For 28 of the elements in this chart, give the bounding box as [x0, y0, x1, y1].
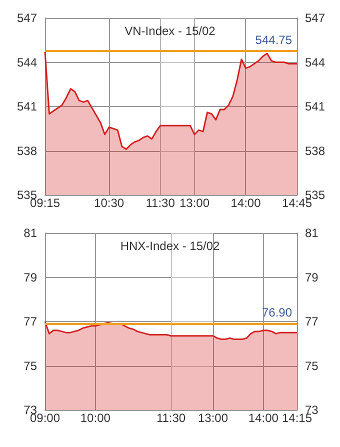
x-tick-label: 13:00	[198, 411, 228, 425]
x-tick-label: 10:00	[80, 411, 111, 425]
y-tick-label: 75	[24, 358, 38, 373]
x-tick-label: 11:30	[146, 196, 176, 210]
text: HNX-Index - 15/02	[120, 239, 220, 253]
y2-tick-label: 547	[305, 11, 326, 25]
y-tick-label: 544	[16, 55, 38, 70]
ref-line-label: 544.75	[255, 33, 292, 48]
y2-tick-label: 541	[305, 100, 326, 114]
ref-line-label: 76.90	[262, 306, 292, 320]
y2-tick-label: 77	[305, 314, 319, 328]
y2-tick-label: 81	[305, 226, 319, 240]
y-tick-label: 547	[16, 11, 38, 25]
text: VN-Index - 15/02	[124, 24, 216, 38]
y-tick-label: 541	[16, 100, 38, 114]
y2-tick-label: 544	[305, 55, 326, 70]
y2-tick-label: 75	[305, 358, 319, 373]
y-tick-label: 77	[24, 314, 38, 328]
y2-tick-label: 79	[305, 270, 319, 284]
x-tick-label: 14:00	[230, 196, 262, 210]
y-tick-label: 538	[16, 144, 38, 158]
y2-tick-label: 538	[305, 144, 326, 158]
y-tick-label: 81	[24, 226, 38, 240]
x-tick-label: 10:30	[94, 196, 124, 210]
y-tick-label: 79	[24, 270, 38, 284]
x-tick-label: 13:00	[179, 196, 210, 210]
x-tick-label: 11:30	[156, 411, 186, 425]
x-tick-label: 14:00	[248, 411, 279, 425]
